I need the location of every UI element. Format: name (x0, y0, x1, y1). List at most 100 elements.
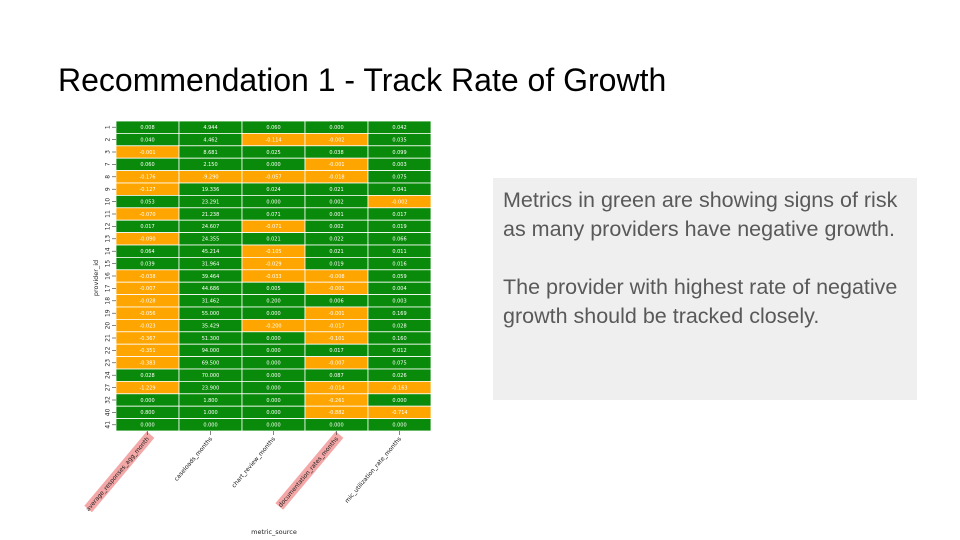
heatmap-cell-label: -0.001 (328, 311, 344, 317)
row-tick-label: 27 (105, 384, 112, 392)
row-tick-label: 3 (105, 150, 112, 154)
heatmap-cell-label: -0.014 (328, 385, 344, 391)
heatmap-cell-label: 39.464 (202, 274, 220, 280)
row-tick-label: 23 (105, 359, 112, 367)
heatmap-cell-label: 24.355 (202, 237, 220, 243)
heatmap-cell-label: -0.007 (328, 361, 344, 367)
heatmap-cell-label: 21.238 (202, 212, 220, 218)
heatmap-cell-label: 0.200 (266, 299, 280, 305)
row-tick-label: 15 (105, 260, 112, 268)
heatmap-cell-label: 0.041 (392, 187, 406, 193)
column-tick-label: average_responses_agg_month (85, 436, 151, 513)
heatmap-cell-label: 1.000 (203, 410, 217, 416)
heatmap-cell-label: 0.005 (266, 286, 280, 292)
heatmap-cell-label: -0.714 (391, 410, 407, 416)
row-tick-label: 41 (105, 421, 112, 429)
row-tick-label: 20 (105, 322, 112, 330)
heatmap-cell-label: -0.001 (328, 286, 344, 292)
heatmap-cell-label: 0.021 (329, 249, 343, 255)
heatmap-cell-label: -0.070 (139, 212, 155, 218)
heatmap-cell-label: 23.900 (202, 385, 220, 391)
heatmap-cell-label: -1.229 (139, 385, 155, 391)
heatmap-cell-label: 0.000 (266, 162, 280, 168)
heatmap-cell-label: 0.002 (329, 199, 343, 205)
heatmap-cell-label: 0.075 (392, 175, 406, 181)
row-tick-label: 13 (105, 235, 112, 243)
heatmap-cell-label: 31.964 (202, 261, 220, 267)
row-tick-label: 2 (105, 138, 112, 142)
heatmap-cell-label: 69.500 (202, 361, 220, 367)
row-tick-label: 10 (105, 198, 112, 206)
row-tick-label: 32 (105, 396, 112, 404)
heatmap-cell-label: 0.000 (140, 423, 154, 429)
heatmap-cell-label: 0.000 (266, 348, 280, 354)
heatmap-cell-label: -0.008 (328, 274, 344, 280)
heatmap-cell-label: 55.000 (202, 311, 220, 317)
heatmap-cell-label: 0.169 (392, 311, 406, 317)
heatmap-cell-label: 0.003 (392, 299, 406, 305)
heatmap-cell-label: -0.002 (391, 199, 407, 205)
heatmap-cell-label: -0.101 (328, 336, 344, 342)
heatmap-cell-label: -0.056 (139, 311, 155, 317)
heatmap-cell-label: 0.019 (392, 224, 406, 230)
heatmap-cell-label: 0.000 (266, 311, 280, 317)
heatmap-cell-label: 0.017 (392, 212, 406, 218)
heatmap-cell-label: 51.300 (202, 336, 220, 342)
row-tick-label: 7 (105, 162, 112, 166)
heatmap-cell-label: 0.042 (392, 125, 406, 131)
heatmap-cell-label: 0.000 (140, 398, 154, 404)
column-tick-labels: average_responses_agg_month caseloads_mon… (85, 431, 403, 513)
heatmap-cell-label: 0.038 (329, 150, 343, 156)
heatmap-cell-label: -0.002 (328, 137, 344, 143)
heatmap-cell-label: 8.681 (203, 150, 217, 156)
callout-paragraph-track: The provider with highest rate of negati… (503, 275, 898, 328)
heatmap-cell-label: 23.291 (202, 199, 220, 205)
row-tick-label: 16 (105, 272, 112, 280)
heatmap-cell-label: -0.105 (265, 249, 281, 255)
heatmap-cell-label: -0.033 (265, 274, 281, 280)
heatmap-cell-label: 4.944 (203, 125, 217, 131)
heatmap-cell-label: 0.008 (140, 125, 154, 131)
heatmap-cell-label: 0.087 (329, 373, 343, 379)
heatmap-cell-label: -0.071 (265, 224, 281, 230)
heatmap-cell-label: 0.066 (392, 237, 406, 243)
callout-box: Metrics in green are showing signs of ri… (493, 178, 917, 400)
heatmap-cell-label: 0.017 (329, 348, 343, 354)
heatmap-cell-label: 0.060 (266, 125, 280, 131)
heatmap-cell-label: 0.028 (392, 323, 406, 329)
row-tick-labels: 1237891011121314151617181920212223242732… (105, 125, 116, 429)
heatmap-cell-label: 0.053 (140, 199, 154, 205)
heatmap-cell-label: -0.023 (139, 323, 155, 329)
heatmap-cell-label: -0.090 (139, 237, 155, 243)
heatmap-cell-label: 0.035 (392, 137, 406, 143)
callout-paragraph-risk: Metrics in green are showing signs of ri… (503, 188, 898, 241)
column-tick-label: chart_review_months (231, 436, 278, 490)
heatmap-cell-label: 0.000 (266, 199, 280, 205)
heatmap-cell-label: 94.000 (202, 348, 220, 354)
row-tick-label: 11 (105, 210, 112, 218)
column-label-highlight (275, 431, 344, 510)
heatmap-cell-label: -0.007 (139, 286, 155, 292)
heatmap-cell-label: 0.000 (266, 361, 280, 367)
row-tick-label: 14 (105, 247, 112, 255)
heatmap-cell-label: -0.001 (328, 162, 344, 168)
heatmap-cell-label: 0.025 (266, 150, 280, 156)
heatmap-cell-label: 0.000 (392, 398, 406, 404)
heatmap-cell-label: -0.163 (391, 385, 407, 391)
heatmap-cell-label: 31.462 (202, 299, 220, 305)
heatmap-cell-label: 0.000 (266, 423, 280, 429)
x-axis-label: metric_source (251, 528, 297, 536)
heatmap-cell-label: 0.000 (266, 373, 280, 379)
heatmap-cell-label: 44.686 (202, 286, 220, 292)
heatmap-cell-label: 0.000 (266, 410, 280, 416)
heatmap-cell-label: 0.002 (329, 224, 343, 230)
heatmap-cell-label: 0.011 (392, 249, 406, 255)
row-tick-label: 8 (105, 175, 112, 179)
row-tick-label: 19 (105, 309, 112, 317)
heatmap-cell-label: -0.176 (139, 175, 155, 181)
heatmap-cell-label: -0.261 (328, 398, 344, 404)
heatmap-cell-label: 0.021 (266, 237, 280, 243)
heatmap-cell-label: 4.462 (203, 137, 217, 143)
heatmap-cell-label: 35.429 (202, 323, 220, 329)
heatmap-cell-label: 0.022 (329, 237, 343, 243)
